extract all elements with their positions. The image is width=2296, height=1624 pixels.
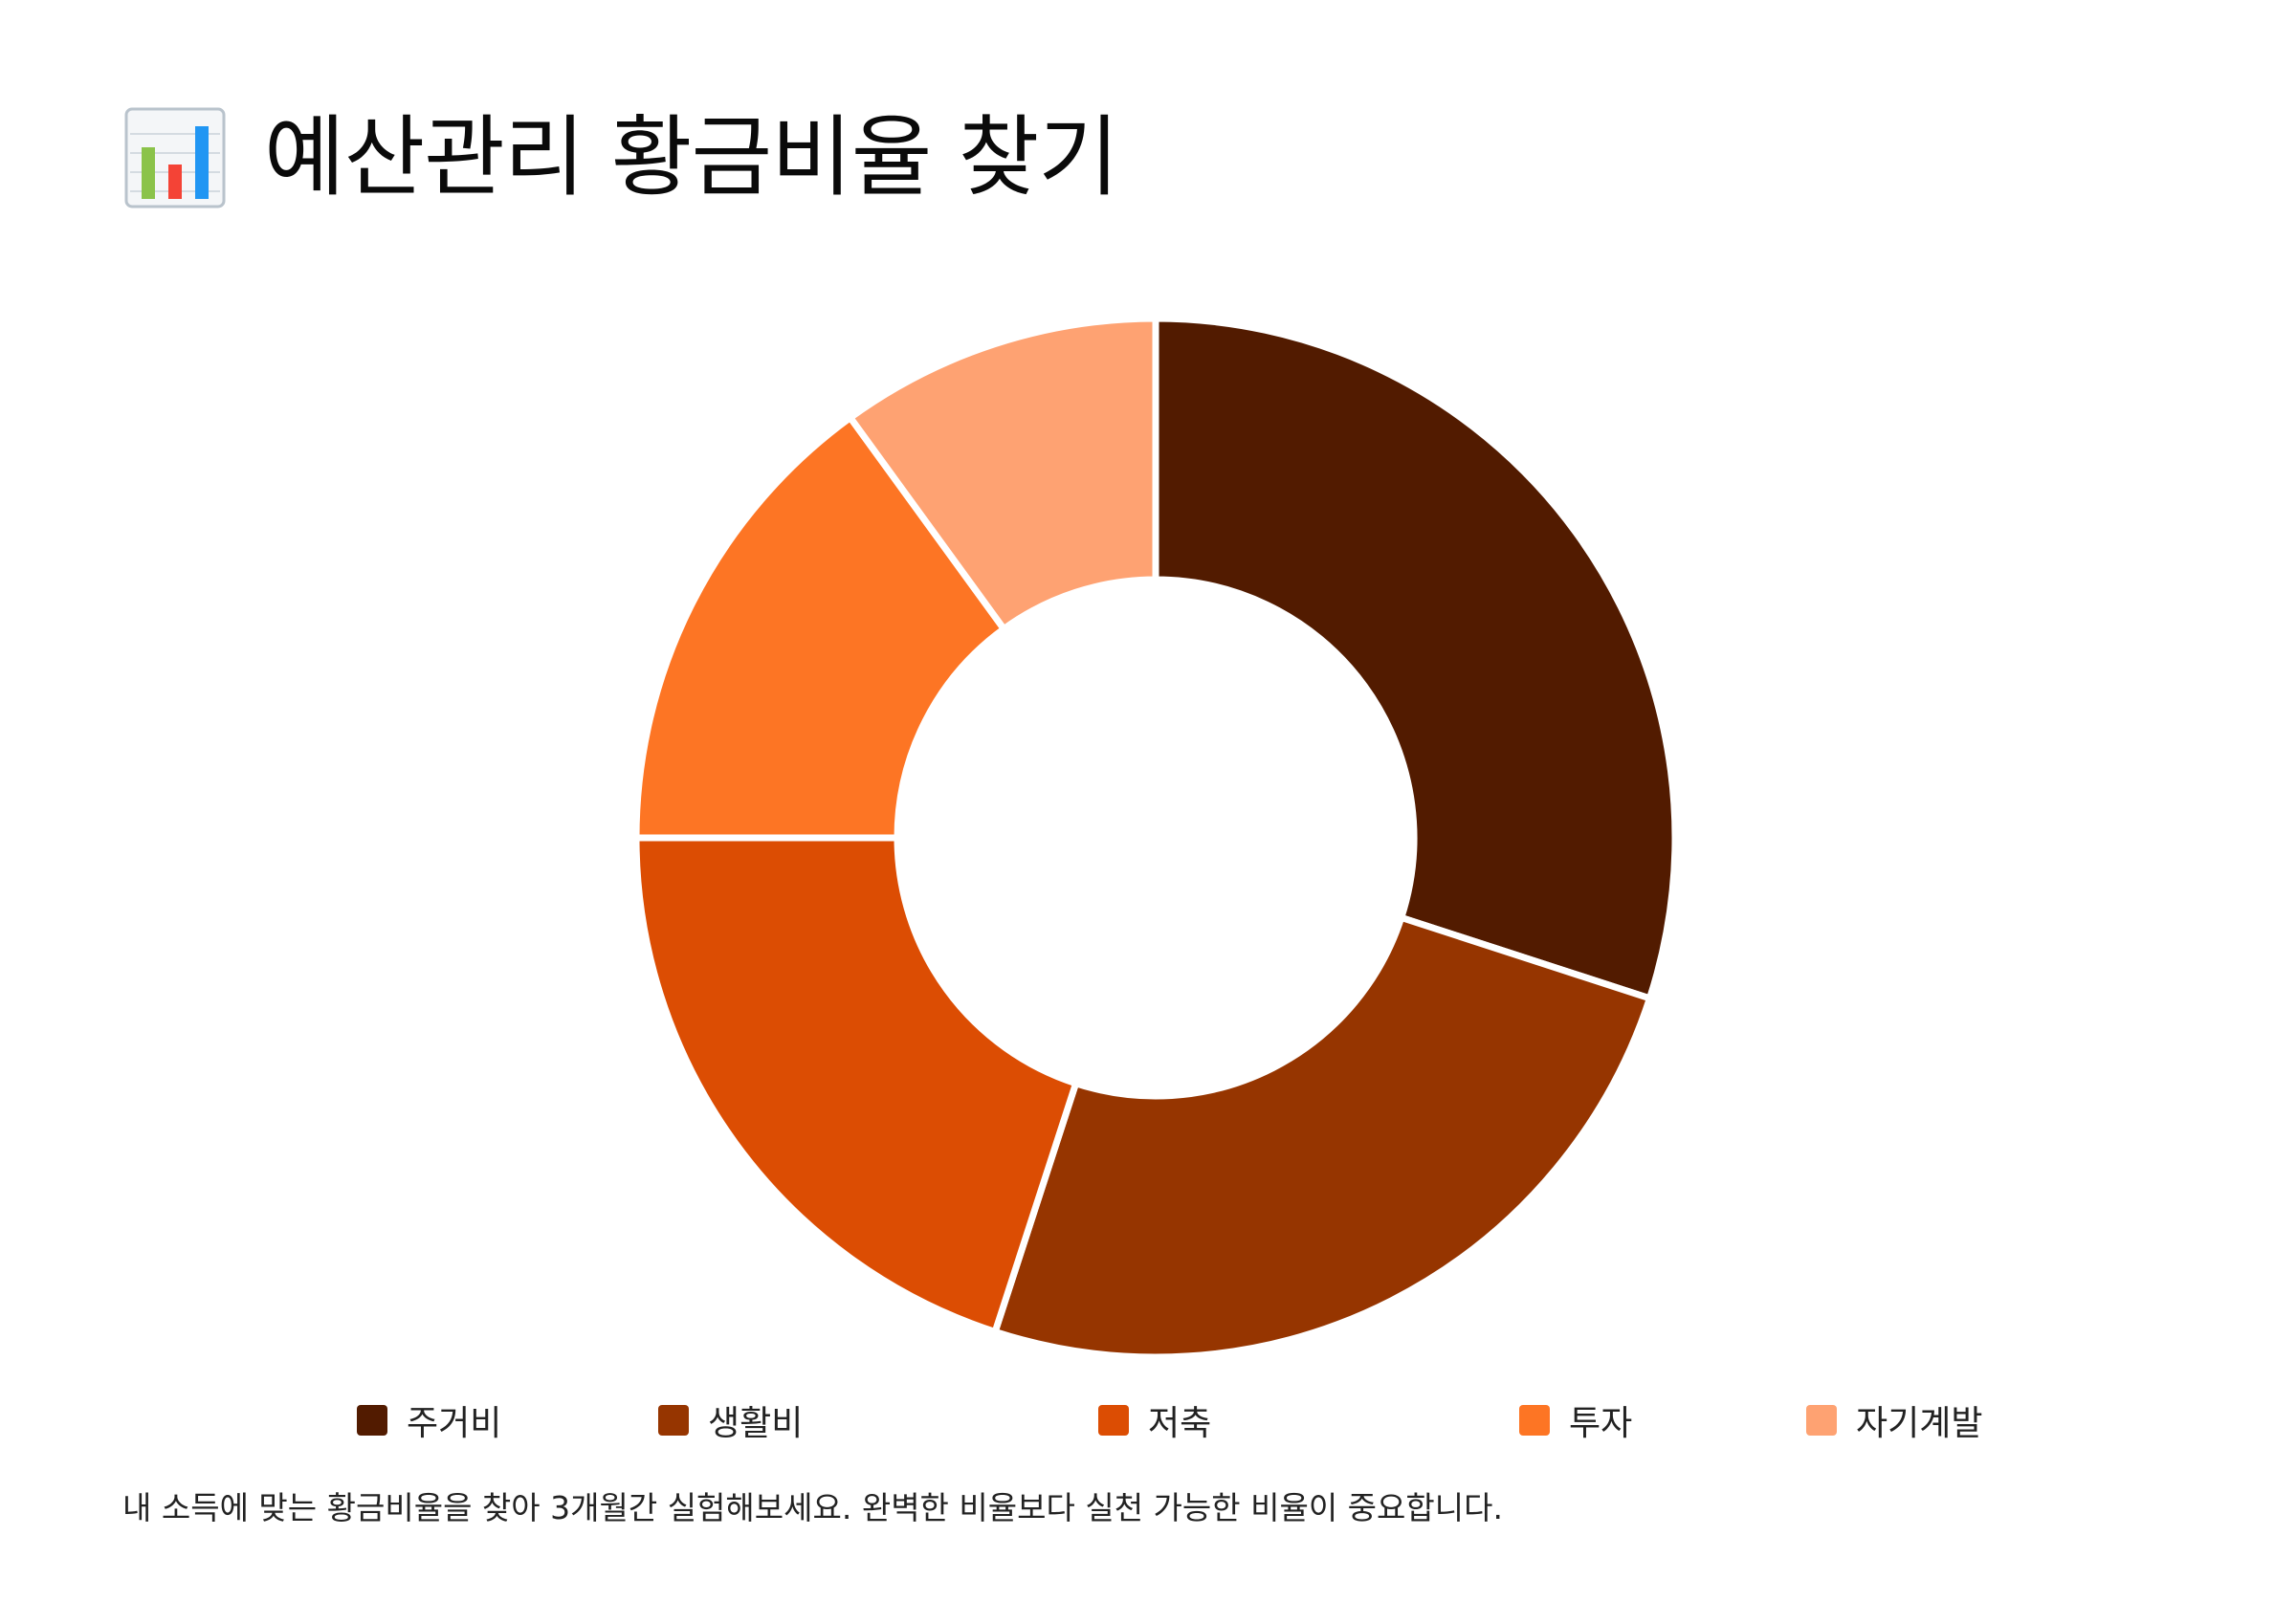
legend-swatch (1519, 1405, 1550, 1436)
legend-label: 저축 (1148, 1404, 1212, 1443)
page-title: 예산관리 황금비율 찾기 (264, 106, 1119, 208)
legend-label: 생활비 (708, 1404, 804, 1443)
legend-label: 투자 (1569, 1404, 1633, 1443)
donut-slice-2 (991, 913, 1653, 1361)
legend-item-5: 자기계발 (1806, 1396, 1982, 1444)
legend-item-1: 주거비 (357, 1396, 501, 1444)
bar-chart-icon (124, 107, 226, 208)
legend-label: 주거비 (407, 1404, 502, 1443)
legend-swatch (1806, 1405, 1837, 1436)
donut-slice-3 (632, 834, 1080, 1335)
legend-swatch (658, 1405, 689, 1436)
legend-item-2: 생활비 (658, 1396, 803, 1444)
chart-legend: 주거비 생활비 저축 투자 자기계발 (0, 1396, 2296, 1444)
legend-swatch (357, 1405, 387, 1436)
donut-slice-1 (1152, 315, 1679, 1002)
page-header: 예산관리 황금비율 찾기 (122, 96, 1119, 220)
legend-item-4: 투자 (1519, 1396, 1632, 1444)
donut-slice-4 (632, 414, 1007, 842)
legend-label: 자기계발 (1856, 1404, 1983, 1443)
donut-slice-5 (847, 315, 1159, 633)
legend-item-3: 저축 (1098, 1396, 1211, 1444)
legend-swatch (1098, 1405, 1129, 1436)
footnote-text: 내 소득에 맞는 황금비율을 찾아 3개월간 실험해보세요. 완벽한 비율보다 … (122, 1489, 1503, 1526)
